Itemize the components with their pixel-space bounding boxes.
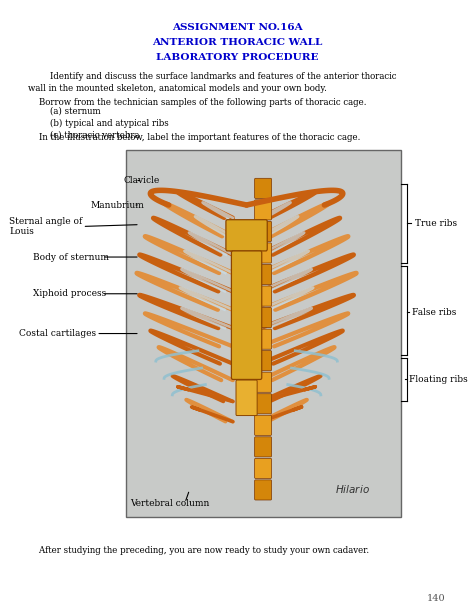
Text: Clavicle: Clavicle <box>123 176 159 185</box>
FancyBboxPatch shape <box>255 351 272 371</box>
FancyBboxPatch shape <box>255 222 272 242</box>
FancyBboxPatch shape <box>255 394 272 414</box>
Bar <box>126 150 401 517</box>
FancyBboxPatch shape <box>255 458 272 479</box>
FancyBboxPatch shape <box>255 329 272 349</box>
Text: Costal cartilages: Costal cartilages <box>19 329 96 338</box>
Text: Body of sternum: Body of sternum <box>33 253 109 261</box>
Text: LABORATORY PROCEDURE: LABORATORY PROCEDURE <box>156 53 318 62</box>
Text: Manubrium: Manubrium <box>90 201 144 209</box>
Text: True ribs: True ribs <box>415 219 457 228</box>
Text: 140: 140 <box>427 594 446 603</box>
Text: Sternal angle of
Louis: Sternal angle of Louis <box>9 217 83 236</box>
Text: After studying the preceding, you are now ready to study your own cadaver.: After studying the preceding, you are no… <box>28 546 370 555</box>
Text: Borrow from the technician samples of the following parts of thoracic cage.: Borrow from the technician samples of th… <box>28 98 367 107</box>
Text: Floating ribs: Floating ribs <box>409 375 467 384</box>
FancyBboxPatch shape <box>226 220 267 251</box>
FancyBboxPatch shape <box>236 380 257 416</box>
FancyBboxPatch shape <box>255 178 272 198</box>
FancyBboxPatch shape <box>255 437 272 457</box>
Text: Identify and discuss the surface landmarks and features of the anterior thoracic: Identify and discuss the surface landmar… <box>28 72 397 94</box>
Text: (a) sternum
        (b) typical and atypical ribs
        (c) thoracic vertebra: (a) sternum (b) typical and atypical rib… <box>28 106 169 140</box>
Text: ASSIGNMENT NO.16A: ASSIGNMENT NO.16A <box>172 23 302 32</box>
Text: $\mathit{Hilario}$: $\mathit{Hilario}$ <box>335 483 370 495</box>
FancyBboxPatch shape <box>255 372 272 392</box>
Text: Vertebral column: Vertebral column <box>130 499 210 507</box>
FancyBboxPatch shape <box>255 200 272 220</box>
FancyBboxPatch shape <box>255 264 272 285</box>
Text: Xiphoid process: Xiphoid process <box>33 289 107 298</box>
Text: ANTERIOR THORACIC WALL: ANTERIOR THORACIC WALL <box>152 38 322 47</box>
FancyBboxPatch shape <box>255 243 272 263</box>
FancyBboxPatch shape <box>255 416 272 435</box>
FancyBboxPatch shape <box>255 308 272 327</box>
Text: False ribs: False ribs <box>412 308 457 316</box>
FancyBboxPatch shape <box>255 480 272 500</box>
FancyBboxPatch shape <box>255 286 272 306</box>
Text: In the illustration below, label the important features of the thoracic cage.: In the illustration below, label the imp… <box>28 133 361 143</box>
FancyBboxPatch shape <box>231 251 262 379</box>
